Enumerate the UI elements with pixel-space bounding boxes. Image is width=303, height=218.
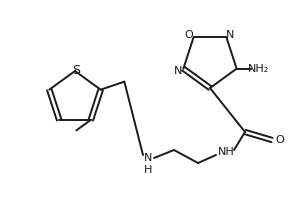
Text: O: O xyxy=(184,30,193,40)
Text: N: N xyxy=(174,66,183,76)
Text: NH₂: NH₂ xyxy=(248,64,269,74)
Text: N: N xyxy=(226,30,235,40)
Text: H: H xyxy=(144,165,152,175)
Text: N: N xyxy=(144,153,152,163)
Text: NH: NH xyxy=(218,147,235,157)
Text: S: S xyxy=(72,63,80,77)
Text: O: O xyxy=(276,135,285,145)
